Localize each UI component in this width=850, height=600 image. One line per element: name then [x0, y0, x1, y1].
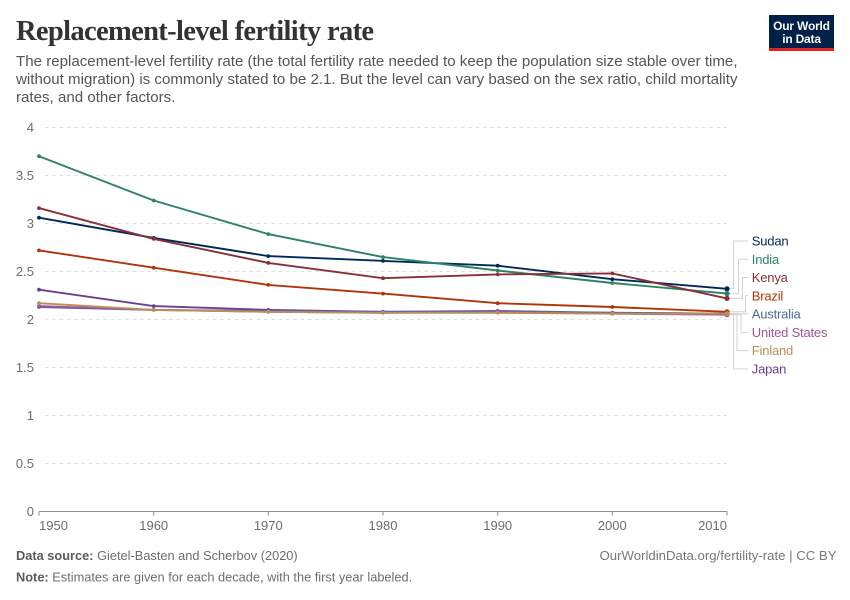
svg-text:Note: Estimates are given for: Note: Estimates are given for each decad…	[16, 570, 412, 585]
svg-text:Brazil: Brazil	[752, 288, 784, 303]
svg-text:0.5: 0.5	[16, 456, 34, 471]
svg-text:1970: 1970	[254, 518, 283, 533]
svg-text:Data source: Gietel-Basten and: Data source: Gietel-Basten and Scherbov …	[16, 548, 298, 563]
svg-text:1950: 1950	[39, 518, 68, 533]
svg-text:2: 2	[27, 312, 34, 327]
svg-text:Kenya: Kenya	[752, 270, 789, 285]
svg-text:1990: 1990	[483, 518, 512, 533]
svg-text:Australia: Australia	[752, 307, 802, 322]
svg-text:India: India	[752, 252, 780, 267]
svg-text:OurWorldinData.org/fertility-r: OurWorldinData.org/fertility-rate | CC B…	[600, 548, 837, 563]
svg-text:2010: 2010	[698, 518, 727, 533]
svg-text:1960: 1960	[139, 518, 168, 533]
svg-text:3.5: 3.5	[16, 168, 34, 183]
svg-text:2.5: 2.5	[16, 264, 34, 279]
svg-text:1.5: 1.5	[16, 360, 34, 375]
svg-text:Finland: Finland	[752, 343, 793, 358]
svg-text:0: 0	[27, 504, 34, 519]
svg-text:4: 4	[27, 120, 34, 135]
svg-text:Japan: Japan	[752, 362, 786, 377]
svg-text:2000: 2000	[598, 518, 627, 533]
svg-text:1: 1	[27, 408, 34, 423]
svg-text:1980: 1980	[369, 518, 398, 533]
svg-text:3: 3	[27, 216, 34, 231]
svg-text:United States: United States	[752, 325, 828, 340]
svg-text:Sudan: Sudan	[752, 234, 789, 249]
